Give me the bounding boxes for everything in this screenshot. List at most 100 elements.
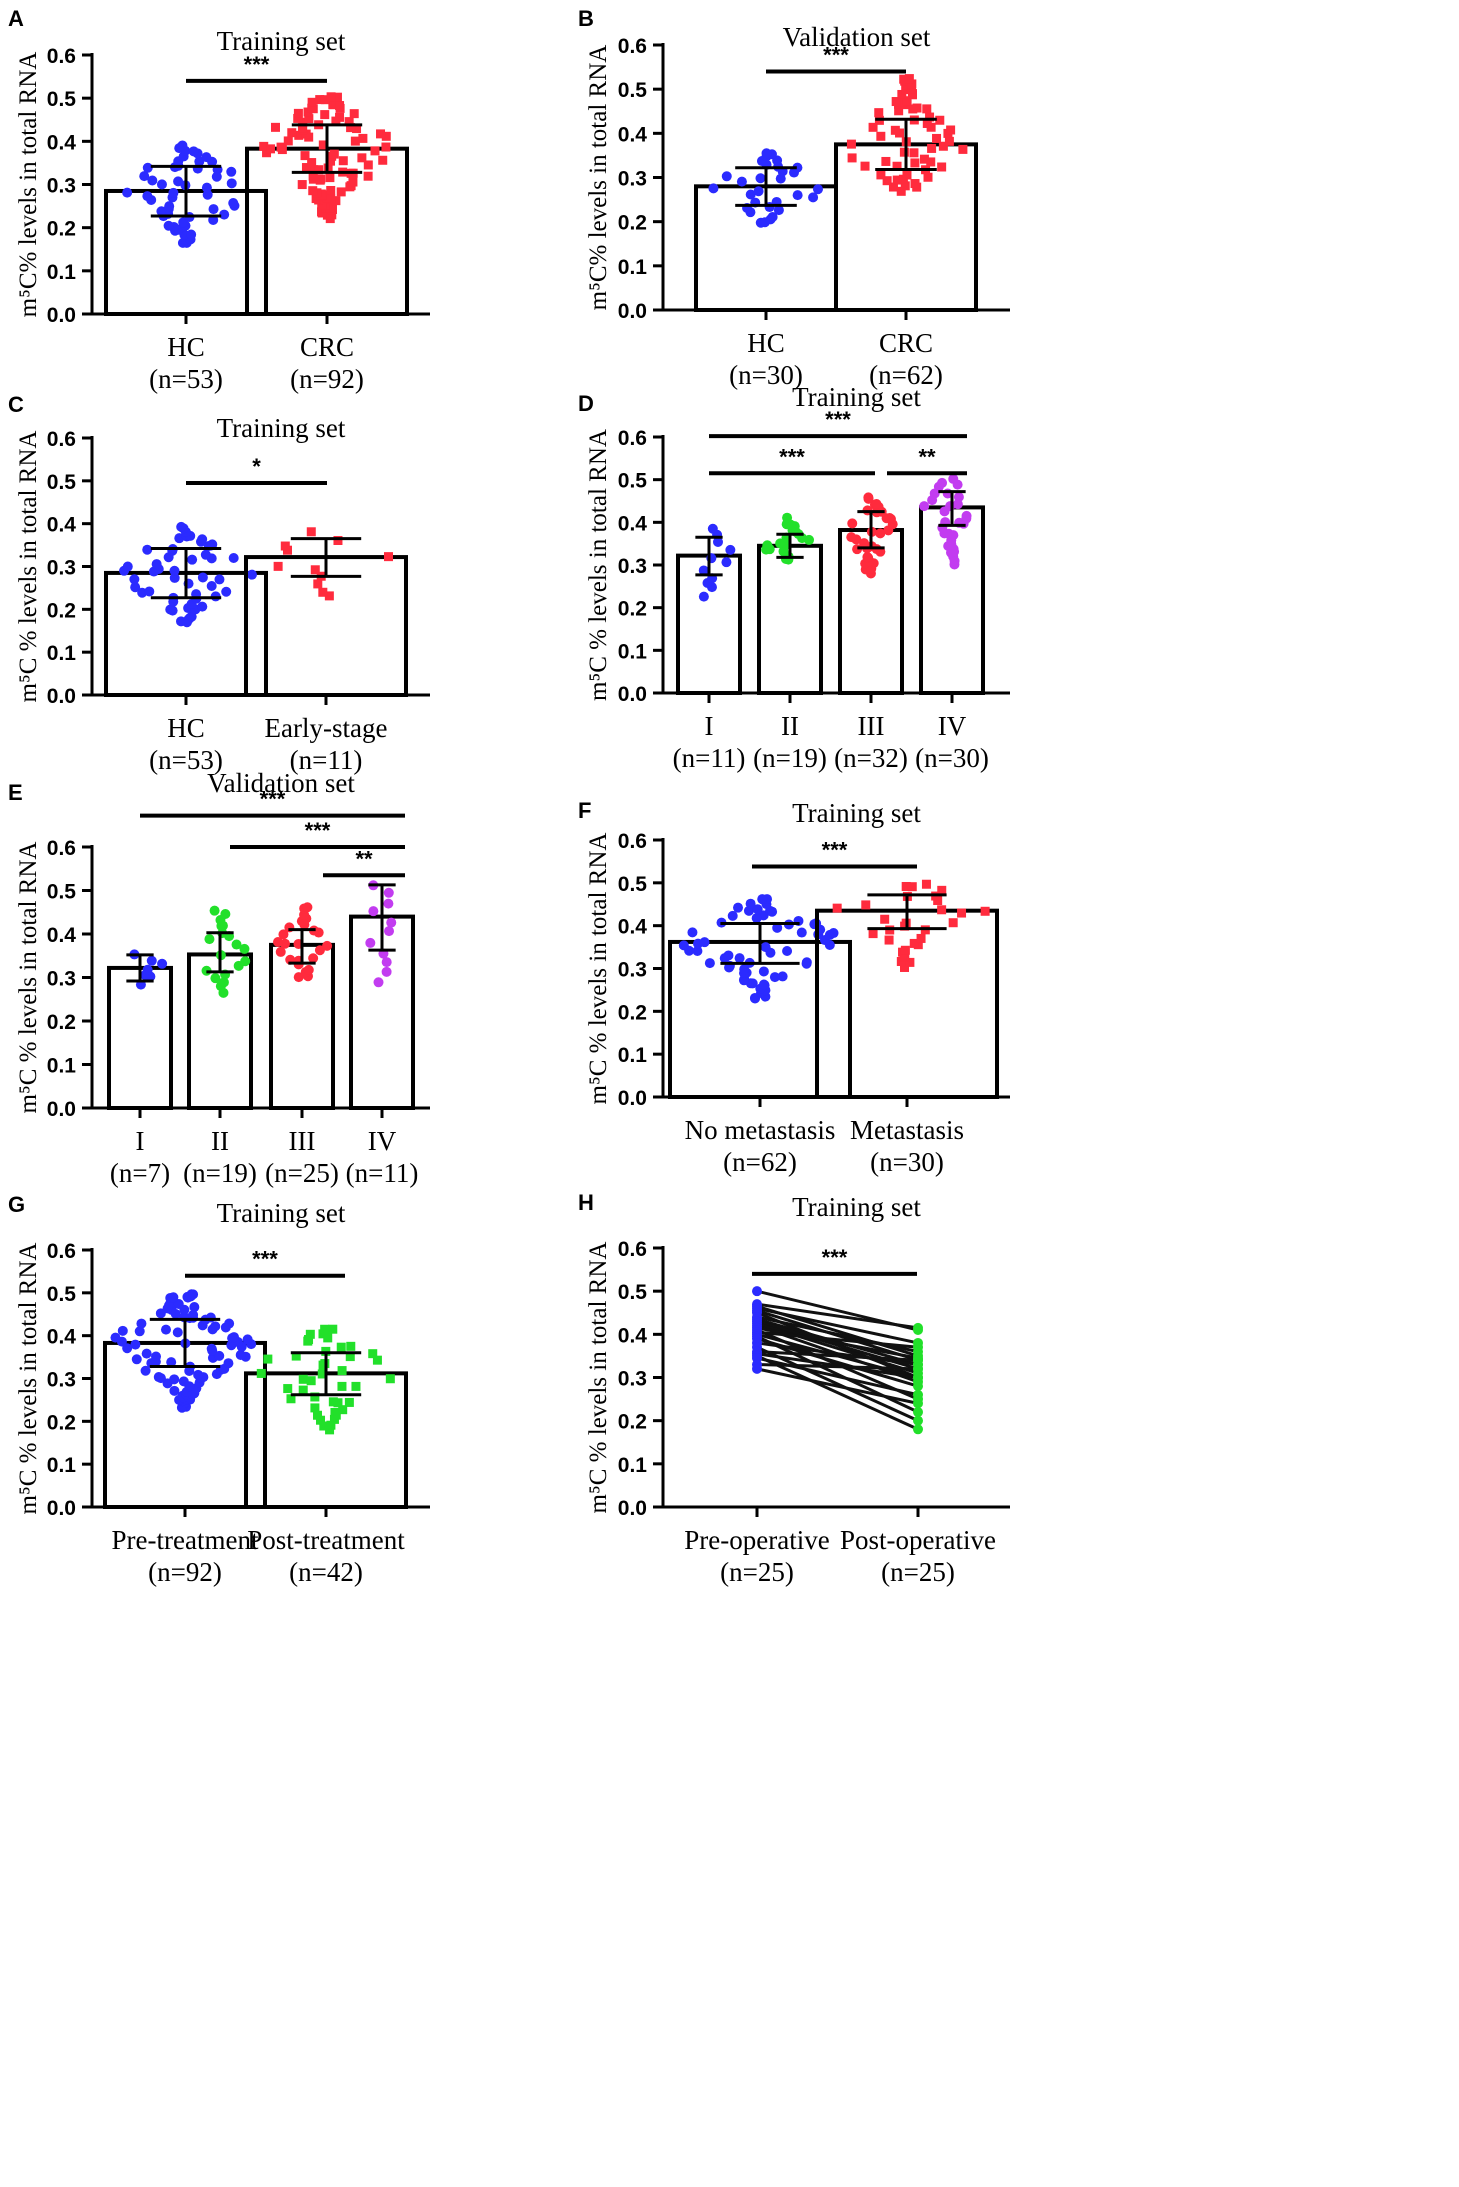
significance-label: * — [252, 454, 261, 479]
data-point — [880, 914, 890, 924]
data-point — [304, 114, 314, 124]
y-tick-label: 0.6 — [47, 1240, 76, 1263]
data-point — [335, 101, 345, 111]
x-sample-size: (n=32) — [834, 743, 908, 773]
data-point — [142, 544, 153, 555]
data-point — [708, 183, 719, 194]
data-point — [131, 1354, 142, 1365]
data-point — [275, 946, 286, 957]
data-point — [197, 601, 208, 612]
data-point — [753, 186, 764, 197]
data-point — [913, 1322, 923, 1333]
data-point — [876, 170, 886, 180]
data-point — [313, 579, 323, 589]
data-point — [273, 561, 283, 571]
data-point — [921, 879, 931, 889]
y-tick-label: 0.5 — [618, 1281, 648, 1304]
data-point — [155, 1373, 166, 1384]
data-point — [888, 182, 898, 192]
data-point — [828, 928, 839, 939]
data-point — [338, 1405, 348, 1415]
data-point — [242, 1334, 253, 1345]
data-point — [937, 905, 947, 915]
data-point — [884, 513, 895, 524]
data-point — [333, 535, 343, 545]
y-tick-label: 0.2 — [47, 599, 76, 622]
data-point — [228, 553, 239, 564]
x-tick-label: II — [781, 711, 799, 741]
x-tick-label: III — [289, 1126, 316, 1156]
data-point — [151, 1351, 162, 1362]
data-point — [319, 1421, 329, 1431]
data-point — [301, 163, 311, 173]
data-point — [875, 528, 886, 539]
data-point — [698, 565, 709, 576]
data-point — [758, 966, 769, 977]
data-point — [259, 141, 269, 151]
y-axis-label: m⁵C % levels in total RNA — [15, 1243, 42, 1515]
significance-label: *** — [252, 1247, 278, 1272]
data-point — [235, 1349, 246, 1360]
data-point — [322, 940, 333, 951]
data-point — [320, 110, 330, 120]
data-point — [314, 165, 324, 175]
y-tick-label: 0.1 — [618, 256, 648, 279]
y-tick-label: 0.0 — [47, 304, 76, 327]
paired-line — [756, 1367, 919, 1405]
significance-label: *** — [822, 838, 848, 863]
significance-label: *** — [823, 43, 849, 68]
data-point — [330, 1407, 340, 1417]
data-point — [318, 140, 328, 150]
y-axis-label: m⁵C % levels in total RNA — [585, 833, 612, 1105]
data-point — [164, 201, 175, 212]
data-point — [358, 133, 368, 143]
data-point — [782, 512, 793, 523]
data-point — [905, 957, 915, 967]
x-tick-label: Pre-treatment — [112, 1525, 259, 1555]
paired-line — [756, 1363, 919, 1371]
data-point — [348, 177, 358, 187]
data-point — [727, 910, 738, 921]
data-point — [832, 903, 842, 913]
data-point — [318, 587, 328, 597]
data-point — [923, 172, 933, 182]
y-tick-label: 0.6 — [47, 45, 76, 68]
data-point — [283, 1384, 293, 1394]
data-point — [142, 964, 153, 975]
data-point — [792, 162, 803, 173]
data-point — [378, 155, 388, 165]
x-sample-size: (n=11) — [346, 1158, 419, 1188]
x-tick-label: Post-treatment — [247, 1525, 405, 1555]
chart-title: Training set — [217, 26, 346, 56]
data-point — [168, 187, 179, 198]
x-sample-size: (n=62) — [869, 360, 943, 390]
data-point — [336, 1342, 346, 1352]
y-tick-label: 0.4 — [618, 123, 648, 146]
data-point — [383, 887, 394, 898]
x-sample-size: (n=11) — [290, 745, 363, 775]
data-point — [189, 1302, 200, 1313]
data-point — [907, 79, 917, 89]
data-point — [351, 1381, 361, 1391]
data-point — [157, 958, 168, 969]
data-point — [333, 1398, 343, 1408]
data-point — [188, 1289, 199, 1300]
data-point — [122, 187, 133, 198]
data-point — [738, 975, 749, 986]
data-point — [350, 136, 360, 146]
data-point — [897, 89, 907, 99]
data-point — [331, 196, 341, 206]
paired-line — [756, 1302, 919, 1330]
significance-label: *** — [260, 787, 286, 812]
paired-line — [756, 1345, 919, 1423]
data-point — [935, 115, 945, 125]
x-tick-label: Post-operative — [840, 1525, 996, 1555]
data-point — [219, 209, 230, 220]
data-point — [859, 538, 870, 549]
data-point — [900, 962, 910, 972]
data-point — [894, 106, 904, 116]
x-sample-size: (n=7) — [110, 1158, 170, 1188]
data-point — [141, 1348, 152, 1359]
data-point — [156, 179, 167, 190]
y-axis-label: m⁵C% levels in total RNA — [585, 45, 612, 311]
